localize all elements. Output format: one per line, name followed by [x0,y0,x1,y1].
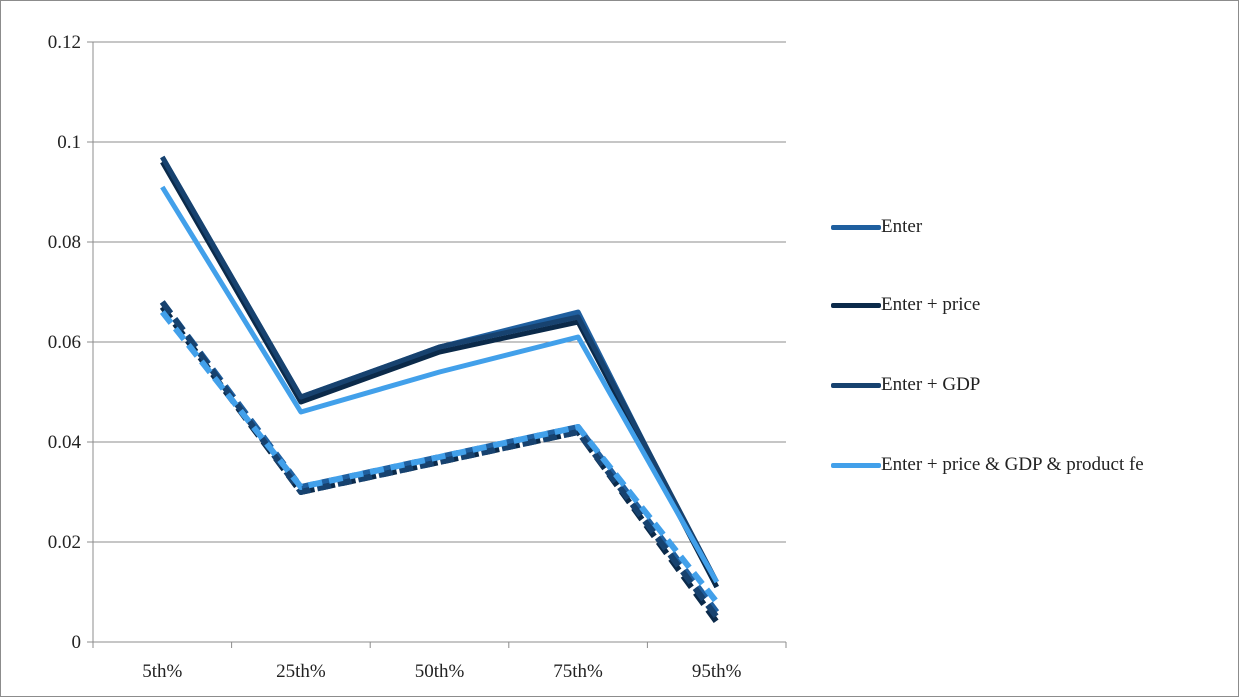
legend-item: Enter + price & GDP & product fe [831,451,1181,479]
series-line-dashed [159,310,720,604]
y-tick-label: 0.04 [48,432,82,453]
y-tick-label: 0 [72,632,82,653]
legend-label: Enter + price & GDP & product fe [881,454,1144,475]
x-tick-label: 25th% [276,661,326,682]
x-tick-label: 75th% [553,661,603,682]
legend-swatch [831,225,881,230]
y-tick-label: 0.06 [48,332,81,353]
y-tick-label: 0.12 [48,32,81,53]
legend-label: Enter + GDP [881,374,981,395]
legend-item: Enter + GDP [831,371,1181,399]
series-line [160,155,719,584]
series-line [160,185,719,584]
x-tick-label: 50th% [415,661,465,682]
x-tick-label: 5th% [142,661,182,682]
y-tick-label: 0.02 [48,532,81,553]
legend-label: Enter [881,216,923,237]
y-tick-label: 0.08 [48,232,81,253]
legend-swatch [831,383,881,388]
legend-swatch [831,463,881,468]
y-tick-label: 0.1 [57,132,81,153]
legend-label: Enter + price [881,294,981,315]
legend-item: Enter [831,213,1181,241]
legend-swatch [831,303,881,308]
legend-item: Enter + price [831,291,1181,319]
x-tick-label: 95th% [692,661,742,682]
